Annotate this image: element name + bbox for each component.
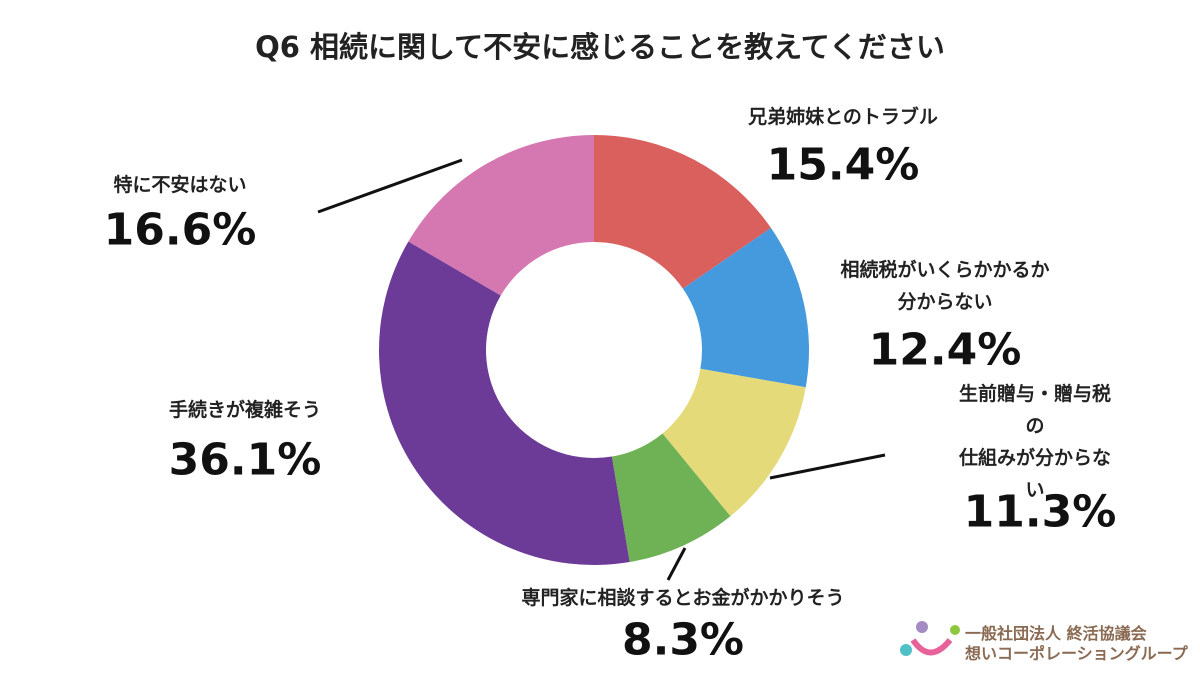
value-label: 15.4% — [766, 139, 920, 191]
logo-icon — [910, 638, 953, 656]
logo-text: 一般社団法人 終活協議会 — [965, 624, 1147, 643]
leader-line — [317, 158, 463, 214]
logo-icon — [916, 621, 928, 633]
slice-label: 特に不安はない — [113, 174, 247, 196]
value-label: 36.1% — [168, 434, 322, 486]
slice — [408, 135, 594, 296]
slice-label: 専門家に相談するとお金がかかりそう — [521, 587, 845, 609]
slice-label: 相続税がいくらかかるか 分からない — [840, 259, 1050, 313]
slice-label: 兄弟姉妹とのトラブル — [748, 106, 938, 128]
leader-line — [666, 547, 687, 581]
slice — [682, 227, 809, 388]
logo-icon — [900, 644, 912, 656]
slice — [662, 368, 806, 517]
logo-text: 想いコーポレーショングループ — [965, 644, 1188, 663]
value-label: 12.4% — [868, 324, 1022, 376]
value-label: 8.3% — [621, 614, 745, 666]
chart-title: Q6 相続に関して不安に感じることを教えてください — [255, 30, 945, 64]
value-label: 16.6% — [103, 204, 257, 256]
slice — [378, 241, 630, 566]
leader-line — [769, 453, 886, 480]
slice — [594, 135, 771, 289]
slice — [611, 433, 731, 563]
logo-icon — [950, 625, 960, 635]
value-label: 11.3% — [963, 486, 1117, 538]
slice-label: 手続きが複雑そう — [168, 399, 322, 421]
slice-label: 生前贈与・贈与税の 仕組みが分からない — [958, 383, 1111, 501]
